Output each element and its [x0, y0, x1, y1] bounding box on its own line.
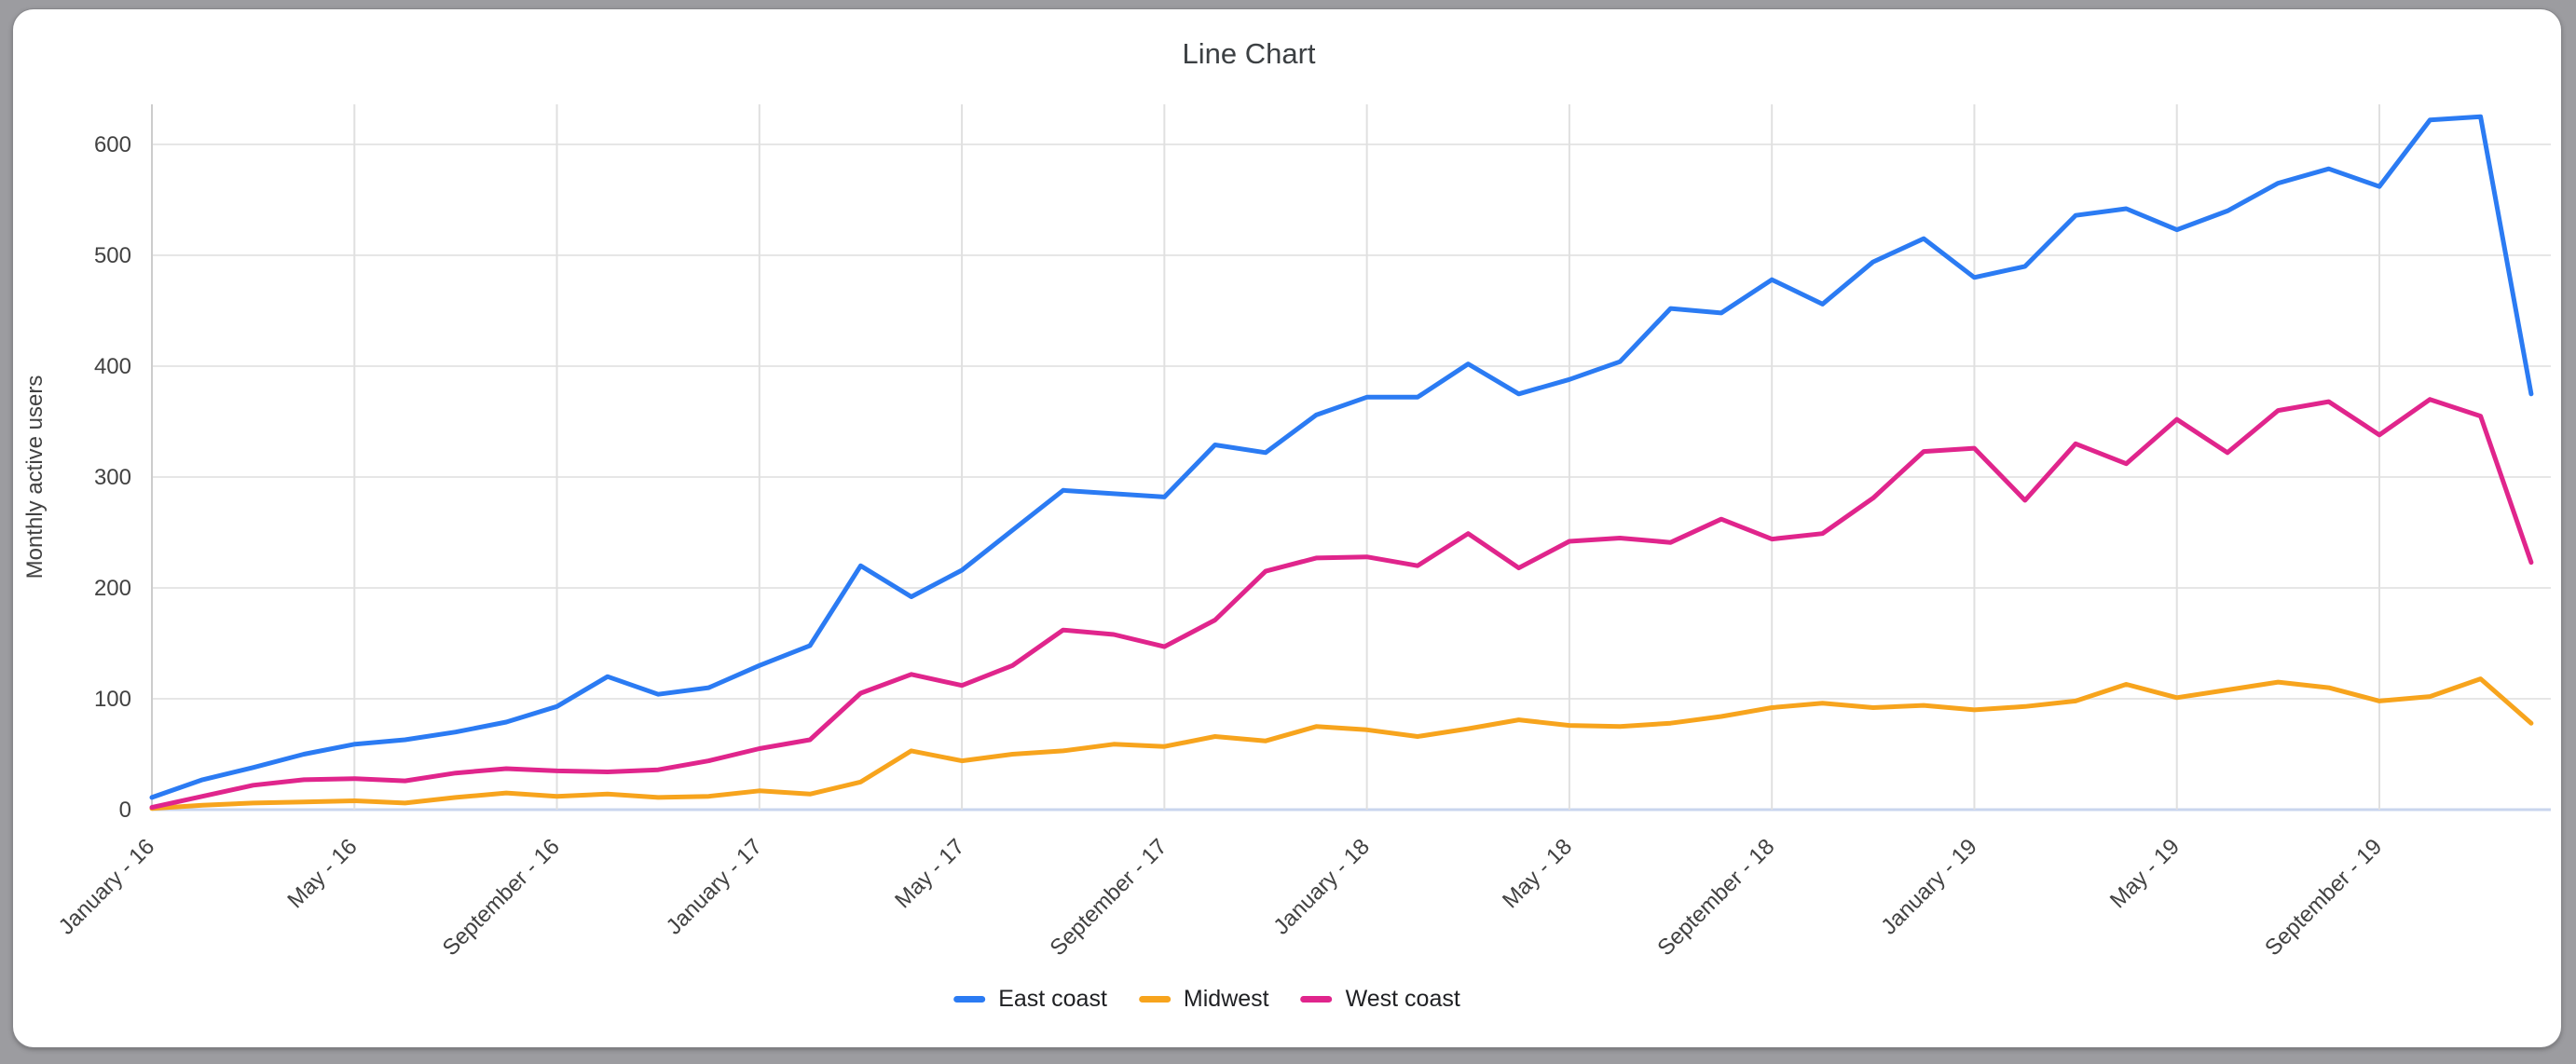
- x-tick-label: May - 18: [1498, 834, 1577, 913]
- series-line-west-coast[interactable]: [149, 397, 2534, 811]
- x-tick-label: September - 16: [438, 834, 565, 961]
- y-tick-label: 500: [94, 243, 131, 268]
- y-tick-label: 200: [94, 576, 131, 601]
- x-tick-label: January - 17: [662, 834, 767, 939]
- legend-item-midwest: Midwest: [1138, 986, 1269, 1013]
- y-tick-label: 300: [94, 465, 131, 490]
- y-tick-label: 600: [94, 132, 131, 157]
- legend-label: East coast: [998, 986, 1107, 1012]
- x-tick-label: September - 19: [2260, 834, 2387, 961]
- y-tick-label: 0: [119, 798, 131, 823]
- x-tick-label: January - 16: [54, 834, 159, 939]
- chart-title: Line Chart: [1182, 37, 1316, 70]
- chart-card: [13, 9, 2561, 1047]
- series-line-east-coast[interactable]: [149, 114, 2534, 800]
- legend-label: West coast: [1345, 986, 1460, 1012]
- x-tick-label: May - 19: [2105, 834, 2185, 913]
- x-tick-label: January - 19: [1876, 834, 1981, 939]
- y-tick-label: 400: [94, 354, 131, 379]
- x-tick-label: January - 18: [1268, 834, 1374, 939]
- series-line-midwest[interactable]: [149, 676, 2534, 812]
- y-tick-label: 100: [94, 687, 131, 712]
- legend-item-west-coast: West coast: [1300, 986, 1460, 1013]
- x-tick-label: September - 17: [1046, 834, 1172, 961]
- x-tick-label: September - 18: [1652, 834, 1779, 961]
- legend-label: Midwest: [1183, 986, 1269, 1012]
- chart-legend: East coast Midwest West coast: [953, 986, 1460, 1013]
- x-tick-label: May - 16: [282, 834, 362, 913]
- west-coast-line-swatch-icon: [1300, 996, 1333, 1003]
- midwest-line-swatch-icon: [1138, 996, 1171, 1003]
- x-tick-label: May - 17: [890, 834, 969, 913]
- east-coast-line-swatch-icon: [953, 996, 986, 1003]
- legend-item-east-coast: East coast: [953, 986, 1107, 1013]
